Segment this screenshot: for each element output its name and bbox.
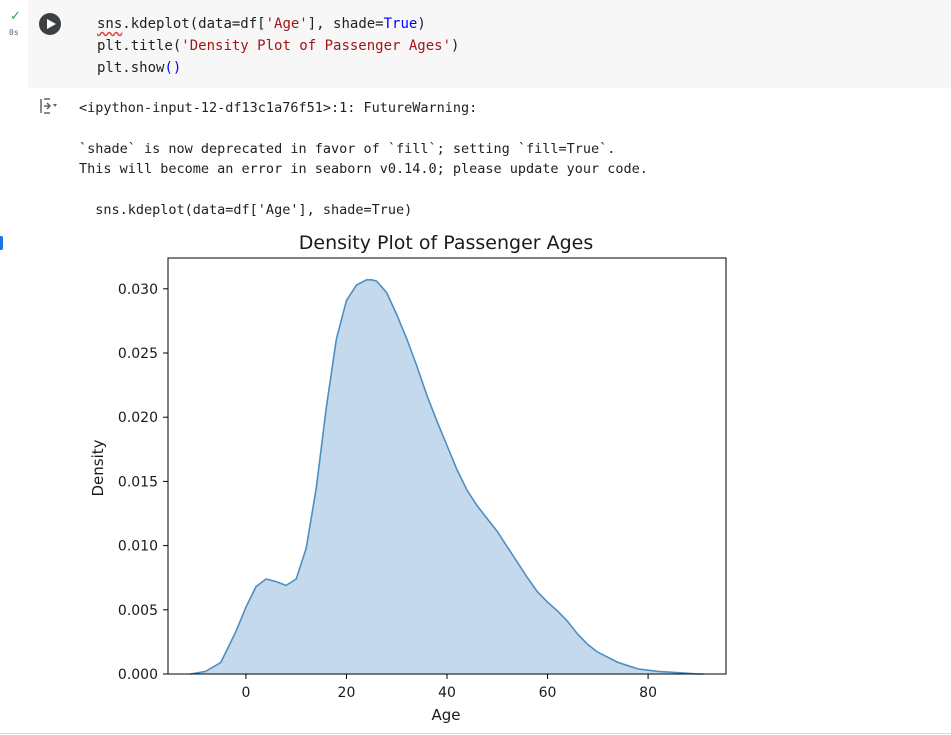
warning-code: sns.kdeplot(data=df['Age'], shade=True) <box>79 202 413 218</box>
output-area <box>0 88 951 735</box>
cell-status-gutter: ✓ 0s <box>0 0 28 88</box>
code-editor[interactable]: sns.kdeplot(data=df['Age'], shade=True) p… <box>97 13 459 79</box>
code-line[interactable]: sns.kdeplot(data=df['Age'], shade=True) <box>97 13 459 35</box>
code-token: ], shade= <box>307 16 384 32</box>
code-token: 'Density Plot of Passenger Ages' <box>181 38 452 54</box>
code-cell[interactable] <box>28 0 951 88</box>
divider <box>0 733 951 734</box>
code-line[interactable]: plt.show() <box>97 57 459 79</box>
code-token: plt.show <box>97 60 165 76</box>
code-token: plt.title( <box>97 38 182 54</box>
run-cell-button[interactable] <box>39 13 61 35</box>
code-token: () <box>164 60 182 76</box>
code-token: True <box>383 16 418 32</box>
code-token: 'Age' <box>265 16 308 32</box>
code-token: ) <box>451 38 460 54</box>
code-token: .kdeplot(data=df[ <box>122 16 266 32</box>
exec-time: 0s <box>9 28 19 37</box>
warning-line-1: `shade` is now deprecated in favor of `f… <box>79 141 616 157</box>
warning-line-2: This will become an error in seaborn v0.… <box>79 161 648 177</box>
check-icon: ✓ <box>10 9 21 24</box>
code-line[interactable]: plt.title('Density Plot of Passenger Age… <box>97 35 459 57</box>
code-token: ) <box>417 16 426 32</box>
warning-header: <ipython-input-12-df13c1a76f51>:1: Futur… <box>79 100 478 116</box>
output-toggle-icon[interactable] <box>39 96 61 116</box>
cell-focus-marker <box>0 236 3 250</box>
code-token: sns <box>97 16 123 32</box>
